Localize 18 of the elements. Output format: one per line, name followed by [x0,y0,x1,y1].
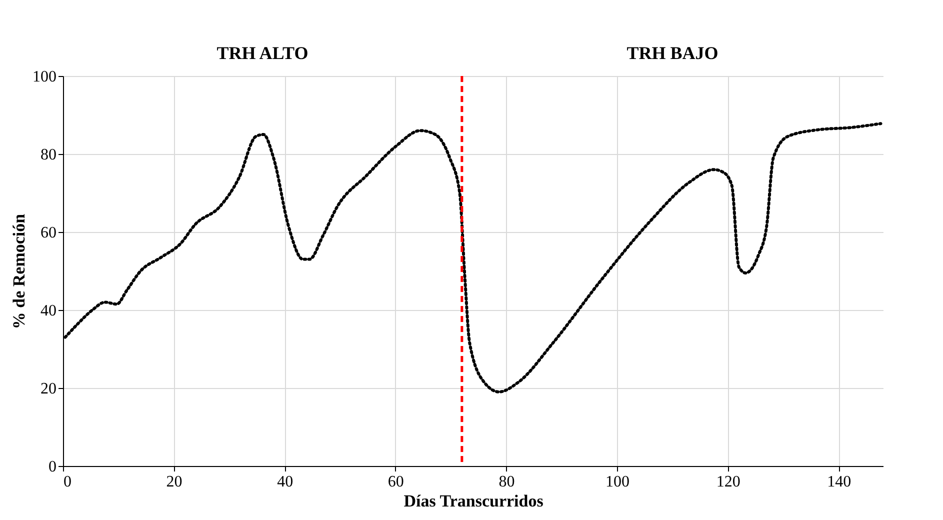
text: TRH BAJO [626,43,718,63]
x-tick-label: 0 [64,474,72,490]
x-tick-label: 100 [606,474,630,490]
y-tick-label: 0 [48,458,56,476]
y-tick-label: 40 [40,302,56,320]
x-tick-label: 80 [498,474,515,490]
y-tick-label: 60 [40,224,56,242]
x-tick-label: 20 [166,474,182,490]
y-tick-label: 20 [40,380,56,398]
x-axis-title: Días Transcurridos [404,492,544,510]
y-axis-title: % de Remoción [10,213,28,330]
x-tick-label: 60 [388,474,404,490]
y-tick-label: 100 [32,68,56,86]
text: TRH ALTO [216,43,308,63]
x-tick-label: 140 [827,474,852,490]
y-tick-label: 80 [40,146,56,164]
x-tick-label: 120 [716,474,740,490]
x-tick-label: 40 [277,474,294,490]
